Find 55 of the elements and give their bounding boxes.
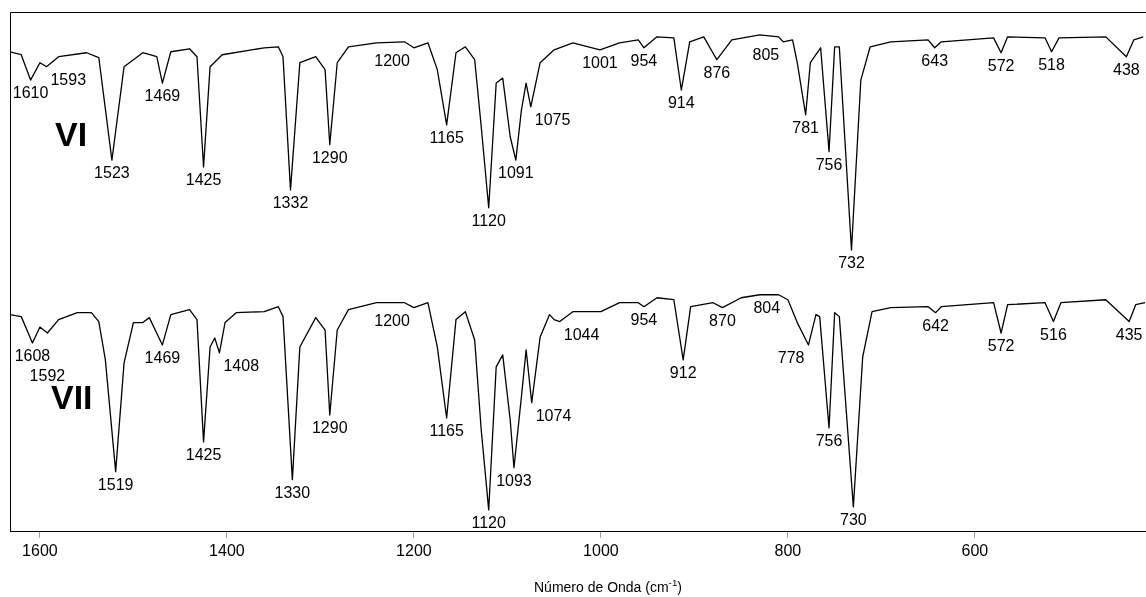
- series-label: VI: [55, 115, 88, 154]
- annotation: 805: [752, 46, 780, 64]
- annotation: 1120: [471, 212, 507, 230]
- annotation: 756: [815, 432, 843, 450]
- annotation: 435: [1115, 326, 1143, 343]
- annotation: 914: [667, 94, 695, 112]
- annotation: 1075: [534, 111, 571, 129]
- annotation: 1523: [94, 164, 130, 182]
- annotation: 438: [1113, 61, 1140, 79]
- x-tick-label: 1400: [209, 541, 245, 559]
- x-tick-label: 1000: [583, 541, 619, 559]
- annotation: 643: [921, 52, 949, 70]
- x-tick-label: 1600: [22, 541, 58, 559]
- annotation: 1330: [274, 484, 311, 502]
- annotation: 1332: [272, 194, 309, 212]
- annotation: 1469: [144, 349, 181, 367]
- annotation: 1200: [374, 312, 411, 330]
- annotation: 1001: [582, 54, 618, 72]
- annotation: 1091: [498, 164, 534, 182]
- annotation: 1408: [223, 357, 260, 375]
- annotation: 642: [922, 317, 950, 335]
- annotation: 1425: [185, 446, 222, 464]
- annotation: 778: [777, 349, 805, 367]
- annotation: 870: [709, 312, 736, 330]
- annotation: 1165: [429, 422, 464, 440]
- annotation: 1200: [374, 52, 411, 70]
- annotation: 804: [753, 299, 781, 317]
- annotation: 1044: [563, 326, 600, 343]
- annotation: 1469: [144, 87, 181, 105]
- annotation: 756: [815, 156, 843, 174]
- annotation: 1120: [471, 514, 507, 532]
- annotation: 876: [703, 64, 731, 82]
- annotation: 912: [669, 364, 697, 382]
- annotation: 1610: [12, 84, 49, 102]
- annotation: 1425: [185, 171, 222, 189]
- x-tick-label: 1200: [396, 541, 432, 559]
- annotation: 781: [792, 119, 820, 137]
- x-tick-label: 600: [961, 541, 989, 559]
- annotation: 1093: [496, 472, 532, 490]
- annotation: 1074: [535, 407, 572, 424]
- annotation: 518: [1038, 56, 1066, 74]
- annotation: 1290: [311, 149, 348, 167]
- annotation: 516: [1040, 326, 1067, 343]
- annotation: 954: [630, 52, 658, 70]
- annotation: 1608: [14, 347, 51, 365]
- annotation: 730: [840, 511, 867, 529]
- annotation: 1593: [50, 71, 87, 89]
- annotation: 732: [838, 254, 865, 272]
- annotation: 1290: [311, 419, 348, 437]
- annotation: 1519: [97, 476, 134, 494]
- annotation: 572: [987, 337, 1015, 355]
- annotation: 572: [987, 57, 1015, 75]
- x-tick-label: 800: [774, 541, 802, 559]
- annotation: 1165: [429, 129, 464, 147]
- annotation: 954: [630, 311, 658, 329]
